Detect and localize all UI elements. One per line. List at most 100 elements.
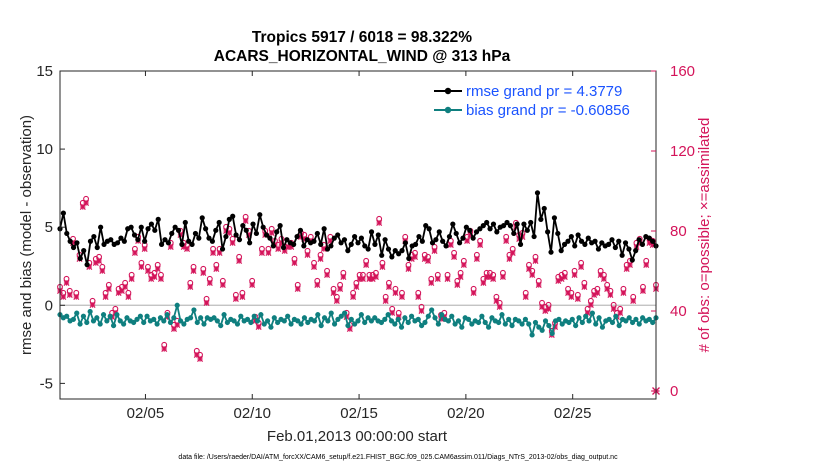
rmse-point bbox=[328, 243, 334, 249]
rmse-point bbox=[622, 240, 629, 246]
obs-assimilated-marker bbox=[125, 293, 132, 301]
bias-point bbox=[104, 318, 110, 324]
obs-assimilated-marker bbox=[131, 249, 138, 257]
bias-point bbox=[372, 315, 378, 321]
rmse-point bbox=[511, 230, 517, 237]
bias-point bbox=[583, 313, 589, 319]
rmse-point bbox=[67, 238, 73, 244]
rmse-point bbox=[152, 227, 158, 233]
obs-assimilated-marker bbox=[122, 283, 129, 291]
bias-point bbox=[201, 321, 207, 327]
rmse-point bbox=[213, 227, 219, 233]
obs-assimilated-marker bbox=[444, 275, 451, 283]
bias-point bbox=[586, 318, 592, 324]
rmse-point bbox=[209, 238, 215, 244]
bias-point bbox=[151, 316, 157, 322]
rmse-point bbox=[199, 215, 205, 221]
bias-point bbox=[167, 319, 174, 326]
obs-assimilated-marker bbox=[157, 275, 164, 283]
obs-assimilated-marker bbox=[265, 249, 272, 257]
rmse-point bbox=[297, 227, 304, 233]
rmse-point bbox=[599, 240, 605, 246]
bias-point bbox=[218, 322, 224, 329]
obs-assimilated-marker bbox=[506, 255, 513, 263]
obs-assimilated-marker bbox=[219, 281, 226, 289]
rmse-point bbox=[250, 221, 256, 227]
rmse-point bbox=[314, 230, 320, 237]
obs-assimilated-marker bbox=[418, 307, 425, 315]
bias-point bbox=[459, 324, 465, 330]
plot-layer bbox=[56, 190, 660, 395]
rmse-point bbox=[260, 224, 266, 230]
rmse-point bbox=[609, 237, 615, 243]
obs-assimilated-marker bbox=[574, 295, 581, 303]
bias-point bbox=[452, 321, 458, 327]
bias-point bbox=[268, 324, 274, 330]
rmse-point bbox=[501, 223, 507, 229]
y-left-tick-label: -5 bbox=[40, 375, 53, 392]
bias-point bbox=[633, 316, 639, 322]
y-axis-left-label: rmse and bias (model - observation) bbox=[18, 115, 35, 355]
rmse-point bbox=[565, 238, 571, 244]
obs-assimilated-marker bbox=[607, 291, 614, 299]
bias-point bbox=[121, 321, 127, 327]
bias-point bbox=[251, 313, 257, 319]
obs-assimilated-marker bbox=[578, 263, 585, 271]
obs-assimilated-marker bbox=[105, 285, 112, 293]
bias-point bbox=[623, 318, 629, 324]
rmse-point bbox=[311, 238, 317, 244]
rmse-point bbox=[545, 229, 551, 235]
bias-point bbox=[74, 310, 80, 316]
rmse-point bbox=[453, 230, 459, 237]
rmse-point bbox=[477, 226, 483, 232]
rmse-point bbox=[575, 232, 581, 238]
bias-point bbox=[589, 310, 595, 316]
legend-box bbox=[430, 80, 652, 122]
rmse-point bbox=[558, 248, 564, 254]
rmse-point bbox=[555, 230, 561, 237]
rmse-point bbox=[385, 246, 392, 252]
rmse-point bbox=[131, 232, 138, 238]
rmse-point bbox=[592, 238, 598, 244]
rmse-point bbox=[145, 226, 151, 232]
bias-point bbox=[107, 313, 113, 319]
rmse-point bbox=[392, 248, 398, 254]
bias-point bbox=[191, 307, 197, 313]
rmse-point bbox=[138, 224, 144, 230]
obs-assimilated-marker bbox=[382, 297, 389, 305]
bias-point bbox=[194, 319, 200, 326]
obs-assimilated-marker bbox=[190, 267, 197, 275]
rmse-point bbox=[541, 205, 547, 212]
rmse-point bbox=[389, 254, 395, 260]
bias-point bbox=[221, 312, 227, 318]
rmse-point bbox=[538, 216, 544, 222]
bias-point bbox=[529, 332, 535, 338]
y-right-tick-label: 80 bbox=[670, 223, 687, 240]
obs-assimilated-marker bbox=[141, 245, 148, 253]
legend-bias-marker bbox=[444, 106, 452, 114]
obs-assimilated-marker bbox=[333, 297, 340, 305]
bias-point bbox=[124, 315, 130, 321]
obs-assimilated-marker bbox=[525, 265, 533, 273]
rmse-point bbox=[423, 223, 429, 229]
rmse-point bbox=[284, 237, 290, 243]
obs-assimilated-marker bbox=[232, 295, 239, 303]
obs-assimilated-marker bbox=[327, 237, 334, 245]
rmse-point bbox=[121, 238, 127, 244]
bias-point bbox=[599, 324, 606, 330]
obs-assimilated-marker bbox=[490, 275, 497, 283]
bias-point bbox=[110, 322, 117, 329]
bias-point bbox=[342, 310, 348, 316]
rmse-point bbox=[416, 233, 422, 240]
axis-ticks: -5 0 5 10 15 0 40 80 120 160 02/05 02/10 02/15 02/20 0… bbox=[36, 63, 695, 422]
rmse-point bbox=[304, 237, 310, 243]
rmse-point bbox=[382, 237, 388, 243]
bias-point bbox=[432, 315, 438, 321]
bias-point bbox=[331, 321, 338, 327]
bias-point bbox=[392, 321, 398, 327]
obs-assimilated-marker bbox=[532, 257, 539, 265]
rmse-point bbox=[253, 230, 260, 237]
bias-point bbox=[301, 315, 308, 321]
bias-point bbox=[231, 318, 237, 324]
